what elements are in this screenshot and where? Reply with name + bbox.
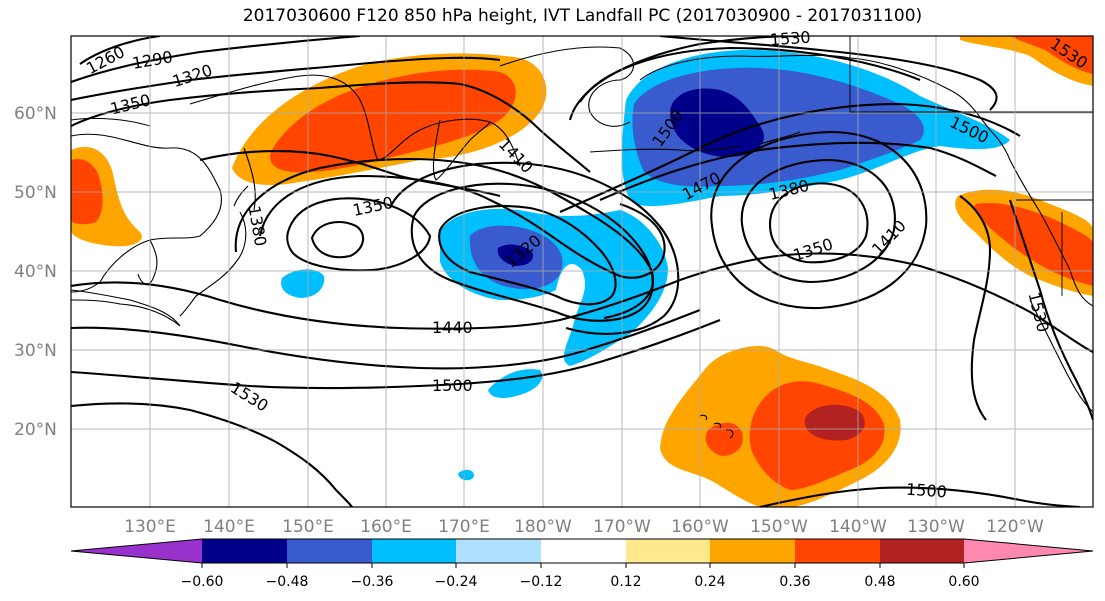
contour-1500-alaska — [559, 102, 1021, 213]
height-contours — [71, 36, 1093, 507]
contour-label: 1530 — [769, 28, 811, 50]
colorbar-tick-label: 0.12 — [610, 574, 641, 590]
coastline-japan — [179, 185, 249, 317]
contour-1500-main — [71, 319, 721, 390]
contour-1350-trough — [410, 182, 654, 322]
colorbar-tick-label: 0.48 — [864, 574, 895, 590]
colorbar-segment — [202, 539, 287, 563]
colorbar-tick-label: 0.60 — [948, 574, 979, 590]
coastline-aleutians — [589, 131, 801, 153]
coastline-hawaii — [699, 414, 734, 439]
colorbar-segment — [626, 539, 710, 563]
lat-label: 30°N — [14, 341, 57, 361]
colorbar-segment — [880, 539, 964, 563]
lat-label: 20°N — [14, 420, 57, 440]
negative-region-small-3 — [458, 469, 474, 481]
border-canada-us — [1016, 199, 1093, 296]
longitude-labels: 130°E 140°E 150°E 160°E 170°E 180°W 170°… — [124, 517, 1044, 537]
colorbar-tick-label: −0.60 — [181, 574, 224, 590]
colorbar-segment — [372, 539, 456, 563]
contour-1410-gulf — [710, 130, 928, 310]
colorbar-extend-low — [71, 539, 202, 563]
lat-label: 50°N — [14, 183, 57, 203]
colorbar-segment — [287, 539, 372, 563]
positive-region-hawaii-core2 — [705, 422, 743, 456]
coastline-sakhalin — [243, 147, 256, 211]
contour-1380-trough — [389, 161, 680, 335]
colorbar-extend-high — [964, 539, 1093, 563]
lat-label: 40°N — [14, 262, 57, 282]
colorbar-segment — [456, 539, 541, 563]
contour-1350-lowcenter — [310, 221, 365, 259]
contour-label: 1500 — [905, 480, 947, 502]
lon-label: 120°W — [986, 517, 1044, 537]
contour-1260 — [79, 36, 161, 65]
colorbar-tick-label: 0.24 — [694, 574, 725, 590]
contour-label: 1500 — [432, 376, 473, 395]
lon-label: 150°E — [282, 517, 334, 537]
contour-1410-ring — [258, 174, 666, 279]
contour-1320-trough — [438, 205, 617, 306]
lon-label: 150°W — [750, 517, 808, 537]
lon-label: 130°W — [907, 517, 965, 537]
contour-1350-north — [71, 81, 591, 173]
coastline-korea — [137, 239, 158, 285]
positive-region-yukon-core — [1010, 36, 1093, 74]
border-mongolia — [71, 117, 151, 127]
colorbar-tick-label: −0.12 — [520, 574, 563, 590]
graticule — [71, 36, 1093, 507]
border-alaska-canada — [849, 36, 1093, 113]
positive-region-uswest-core — [974, 202, 1093, 286]
lon-label: 140°W — [829, 517, 887, 537]
contour-1470-alaska — [599, 141, 997, 201]
map-frame — [70, 35, 1094, 508]
lon-label: 130°E — [124, 517, 176, 537]
positive-region-okhotsk-core — [270, 69, 516, 173]
coastline-arctic — [499, 46, 635, 127]
lon-label: 140°E — [203, 517, 255, 537]
coastlines — [71, 36, 1093, 439]
lon-label: 170°E — [438, 517, 490, 537]
lat-label: 60°N — [14, 104, 57, 124]
lon-label: 160°E — [360, 517, 412, 537]
coastline-kamchatka — [432, 119, 491, 181]
colorbar-segment — [795, 539, 880, 563]
colorbar-tick-label: −0.48 — [266, 574, 309, 590]
contour-1440-main — [71, 252, 1093, 353]
negative-region-small-1 — [281, 269, 325, 298]
map-title: 2017030600 F120 850 hPa height, IVT Land… — [242, 6, 923, 26]
negative-region-trough-peak — [497, 244, 534, 266]
contour-1500-south — [759, 486, 1081, 507]
colorbar-tick-label: −0.24 — [435, 574, 478, 590]
positive-region-hawaii-peak — [804, 404, 865, 441]
contour-label: 1440 — [432, 318, 473, 337]
lon-label: 180°W — [514, 517, 572, 537]
colorbar-tick-label: −0.36 — [351, 574, 394, 590]
contour-1320-north — [71, 56, 501, 102]
lon-label: 160°W — [671, 517, 729, 537]
contour-1500-coast — [959, 195, 992, 421]
colorbar-segment — [541, 539, 626, 563]
contour-1470-main — [71, 309, 701, 370]
contour-1530-main — [71, 402, 353, 507]
contour-1350-gulf — [768, 182, 869, 264]
colorbar-tick-label: 0.36 — [779, 574, 810, 590]
contour-1290 — [71, 36, 361, 83]
lon-label: 170°W — [593, 517, 651, 537]
colorbar: −0.60 −0.48 −0.36 −0.24 −0.12 0.12 0.24 … — [70, 538, 1094, 590]
coastline-asia — [71, 289, 181, 327]
colorbar-segment — [710, 539, 795, 563]
contour-1380-gulf — [740, 158, 896, 284]
negative-region-alaska-core — [670, 88, 764, 157]
coastline-alaska — [639, 54, 1093, 307]
contour-1530-east — [1009, 199, 1093, 421]
latitude-labels: 20°N 30°N 40°N 50°N 60°N — [14, 104, 57, 440]
